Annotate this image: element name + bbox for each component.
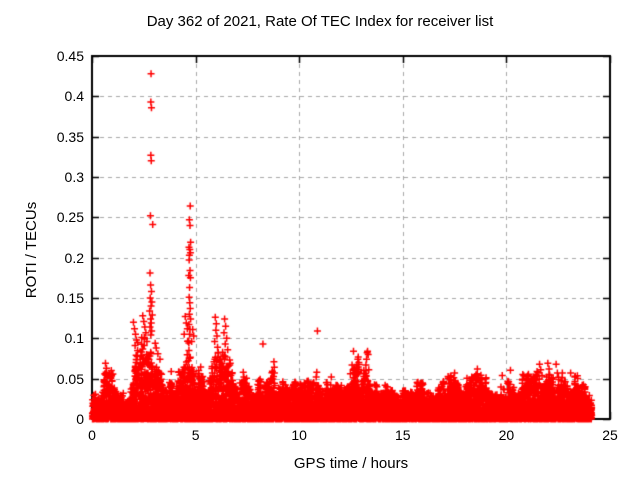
x-tick-label: 5 [191, 427, 200, 443]
y-tick-label: 0.45 [56, 48, 84, 64]
x-tick-label: 10 [291, 427, 307, 443]
x-tick-label: 25 [602, 427, 618, 443]
y-tick-label: 0 [76, 411, 84, 427]
y-tick-label: 0.2 [64, 249, 84, 266]
x-tick-label: 15 [395, 427, 411, 443]
y-tick-label: 0.15 [56, 290, 84, 306]
y-tick-label: 0.1 [64, 330, 84, 347]
y-tick-label: 0.3 [64, 169, 84, 185]
x-tick-label: 0 [88, 427, 96, 443]
y-tick-label: 0.35 [56, 128, 84, 145]
chart-title: Day 362 of 2021, Rate Of TEC Index for r… [146, 13, 494, 30]
y-tick-label: 0.25 [56, 209, 84, 226]
x-tick-label: 20 [498, 427, 515, 443]
y-tick-label: 0.05 [56, 370, 84, 387]
x-axis-label: GPS time / hours [293, 455, 409, 472]
y-tick-label: 0.4 [64, 88, 84, 105]
